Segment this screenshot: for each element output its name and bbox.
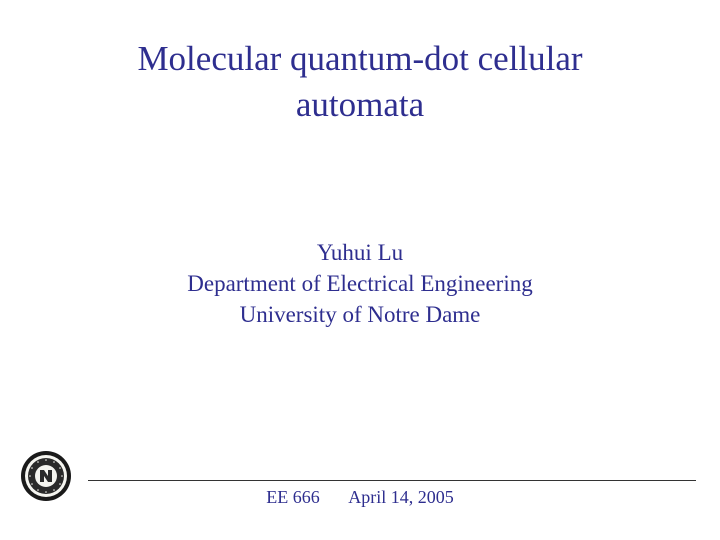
footer-text: EE 666 April 14, 2005	[0, 487, 720, 508]
slide: Molecular quantum-dot cellular automata …	[0, 0, 720, 540]
author-university: University of Notre Dame	[0, 299, 720, 330]
footer: EE 666 April 14, 2005	[0, 480, 720, 508]
university-seal-icon	[20, 450, 72, 502]
author-department: Department of Electrical Engineering	[0, 268, 720, 299]
footer-date: April 14, 2005	[348, 487, 454, 508]
title-block: Molecular quantum-dot cellular automata	[0, 0, 720, 127]
author-block: Yuhui Lu Department of Electrical Engine…	[0, 237, 720, 330]
footer-course: EE 666	[266, 487, 320, 508]
title-line-2: automata	[0, 82, 720, 128]
footer-divider	[88, 480, 696, 481]
title-line-1: Molecular quantum-dot cellular	[0, 36, 720, 82]
author-name: Yuhui Lu	[0, 237, 720, 268]
